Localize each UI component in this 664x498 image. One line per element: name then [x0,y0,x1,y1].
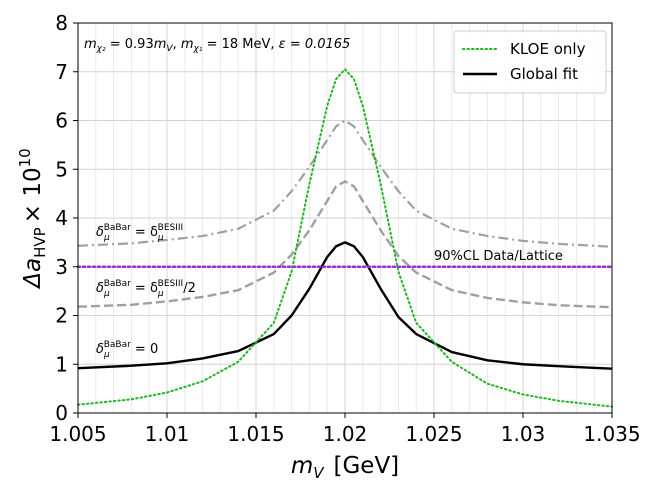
y-tick-label: 2 [55,304,68,328]
y-tick-label: 6 [55,109,68,133]
legend-label-kloe: KLOE only [510,40,586,58]
y-tick-label: 8 [55,11,68,35]
y-axis-label: ΔaHVP× 1010 [16,148,49,289]
chart: 1.005 1.01 1.015 1.02 1.025 1.03 1.035 0 1 2 3 4 5 6 7… [0,0,664,498]
x-tick-label: 1.01 [145,422,190,446]
y-tick-label: 5 [55,157,68,181]
x-tick-label: 1.03 [501,422,546,446]
x-tick-label: 1.025 [405,422,462,446]
legend-label-global-fit: Global fit [510,65,578,83]
reference-line-label: 90%CL Data/Lattice [434,249,563,264]
x-tick-label: 1.005 [49,422,106,446]
y-tick-label: 7 [55,60,68,84]
y-tick-label: 0 [55,401,68,425]
x-tick-label: 1.02 [323,422,368,446]
y-tick-label: 3 [55,255,68,279]
x-tick-label: 1.015 [227,422,284,446]
x-axis-label: mV [GeV] [291,453,399,482]
parameter-annotation: mχ₂ = 0.93mV, mχ₁ = 18 MeV, ε = 0.0165 [84,37,350,54]
legend: KLOE only Global fit [454,31,606,93]
y-tick-label: 4 [55,206,68,230]
x-tick-label: 1.035 [583,422,640,446]
y-tick-label: 1 [55,352,68,376]
